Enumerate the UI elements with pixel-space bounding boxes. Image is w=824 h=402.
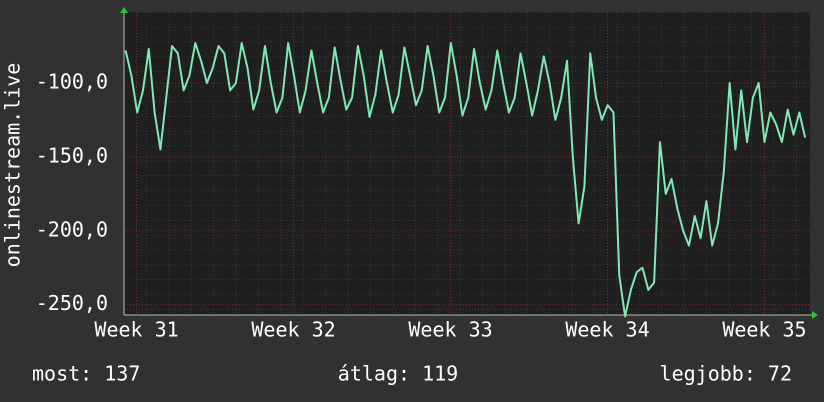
grid: [124, 12, 810, 315]
x-tick-label: Week 32: [251, 318, 335, 342]
x-arrow: [812, 311, 818, 319]
minor-grid: [124, 12, 810, 315]
y-axis-label: onlinestream.live: [1, 63, 25, 268]
footer-best: legjobb: 72: [660, 362, 792, 386]
y-tick-label: -250,0: [36, 291, 108, 315]
x-tick-label: Week 33: [408, 318, 492, 342]
y-tick-label: -100,0: [36, 69, 108, 93]
x-tick-label: Week 34: [565, 318, 649, 342]
x-tick-label: Week 31: [94, 318, 178, 342]
y-arrow: [120, 7, 128, 13]
lines: [124, 42, 807, 318]
footer-current: most: 137: [32, 362, 140, 386]
x-tick-label: Week 35: [722, 318, 806, 342]
series-line: [124, 42, 807, 318]
y-tick-label: -200,0: [36, 217, 108, 241]
y-tick-label: -150,0: [36, 143, 108, 167]
footer-average: átlag: 119: [338, 362, 458, 386]
